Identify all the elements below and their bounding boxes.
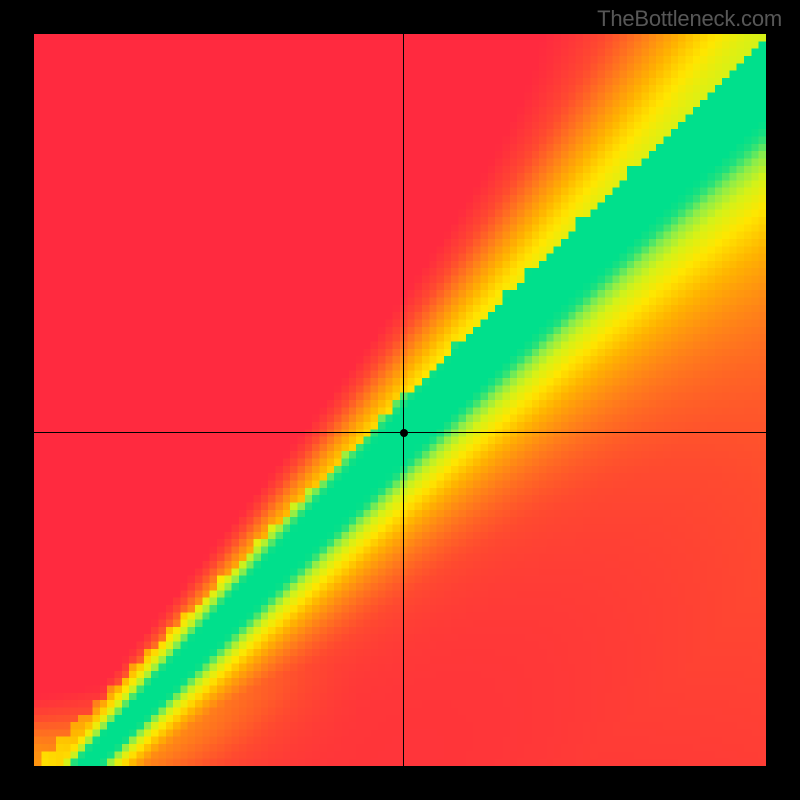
crosshair-vertical <box>403 34 404 766</box>
chart-container: TheBottleneck.com <box>0 0 800 800</box>
crosshair-marker <box>400 429 408 437</box>
watermark-text: TheBottleneck.com <box>597 6 782 32</box>
heatmap-canvas <box>34 34 766 766</box>
